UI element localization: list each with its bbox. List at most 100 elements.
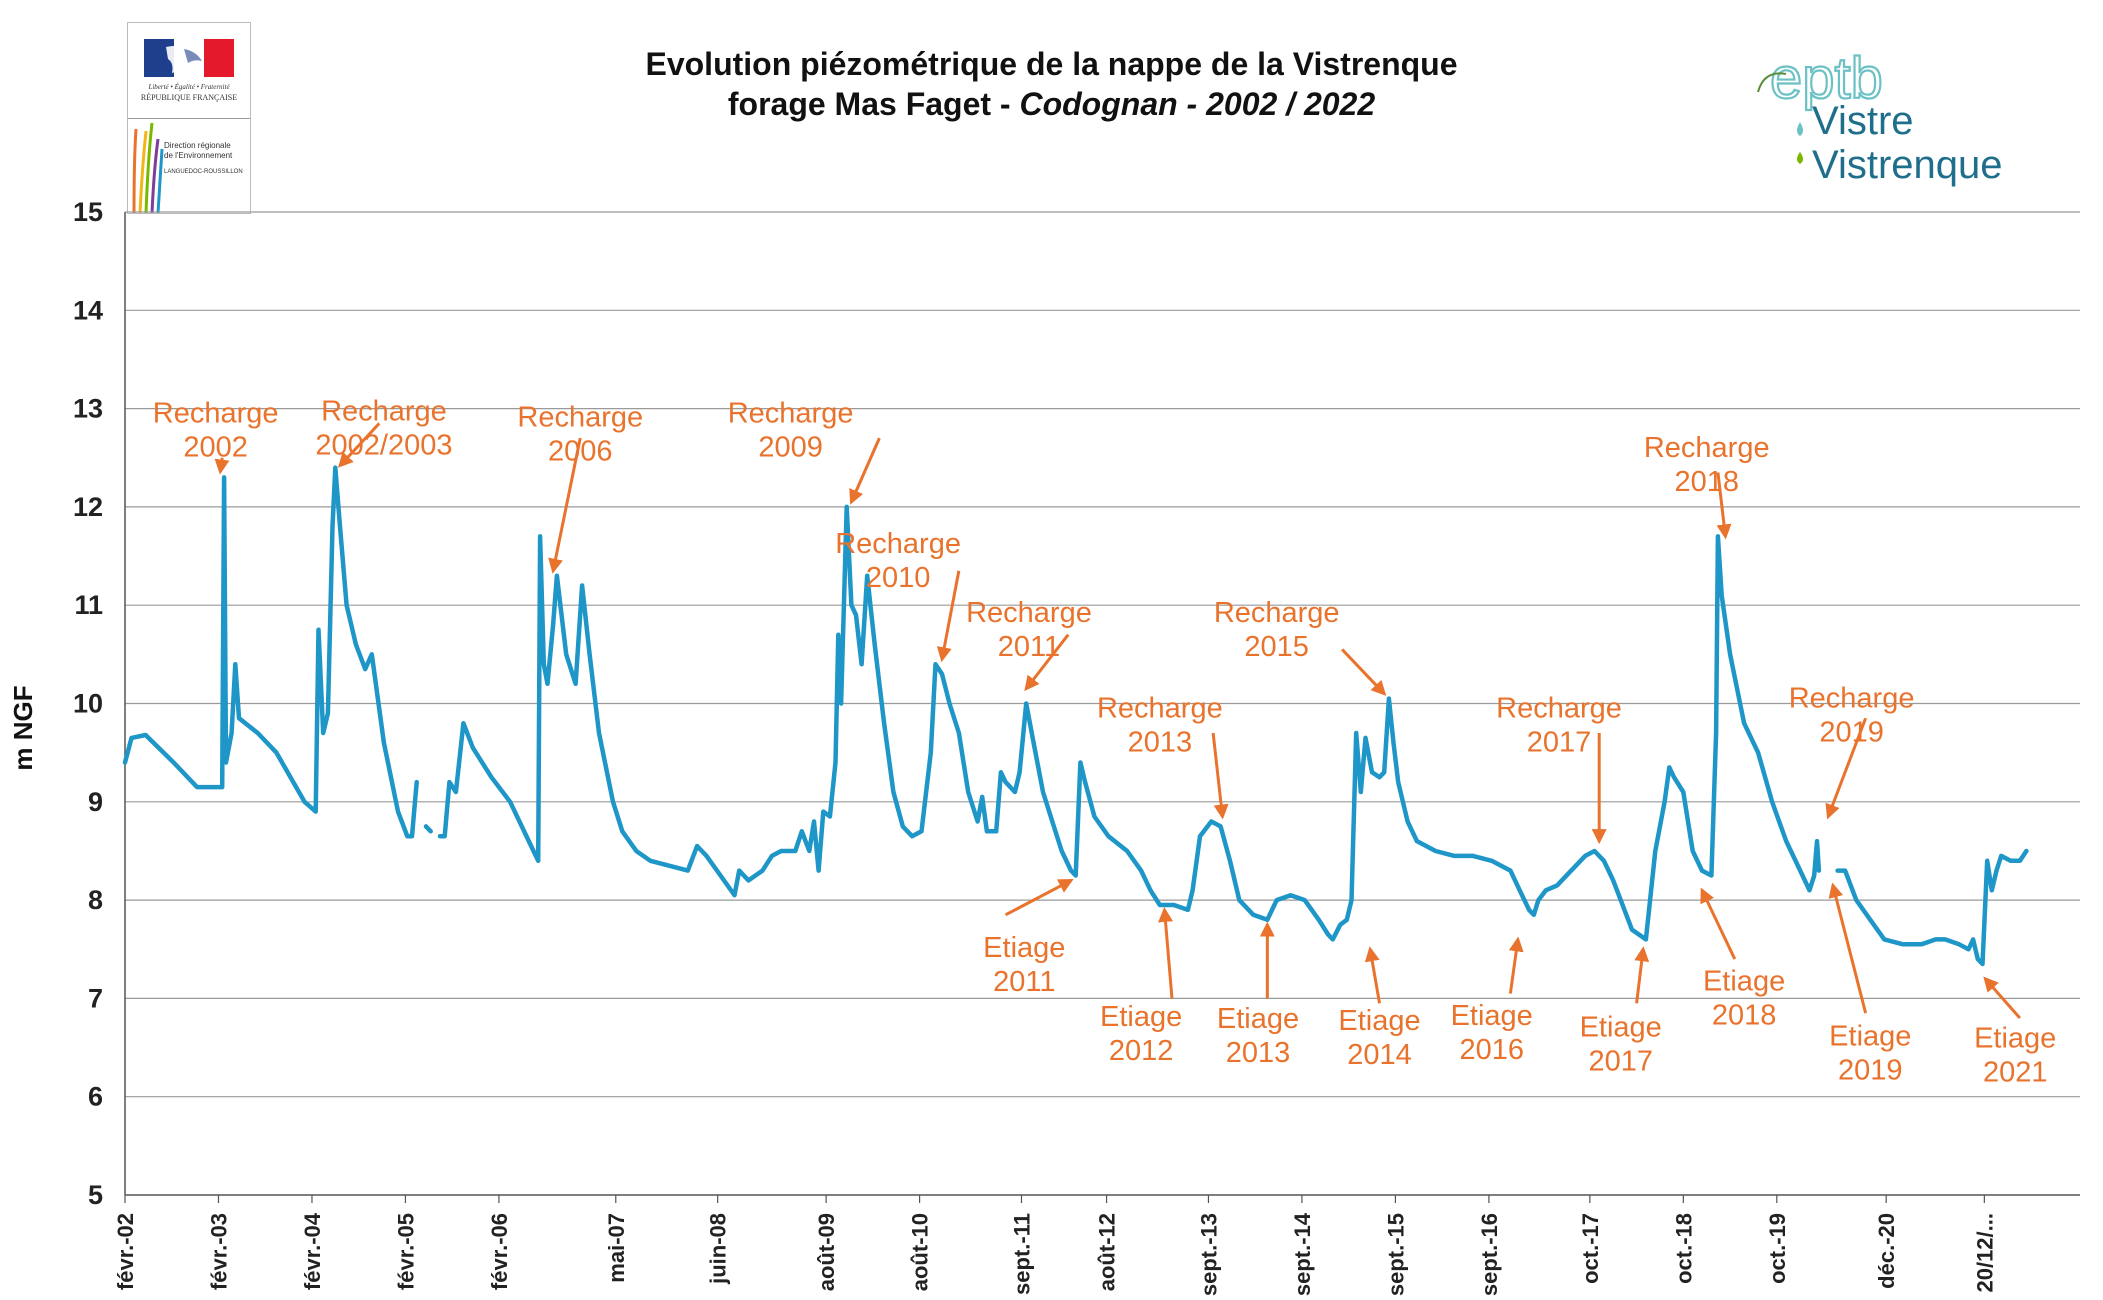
etiage-label-2011-line2: 2011 bbox=[993, 966, 1055, 998]
dreal-line3: LANGUEDOC-ROUSSILLON bbox=[164, 169, 243, 175]
x-tick-label-12: sept.-14 bbox=[1290, 1212, 1315, 1296]
y-tick-label-9: 9 bbox=[88, 787, 103, 817]
recharge-label-2009-line1: Recharge bbox=[728, 397, 854, 429]
x-tick-label-1: févr.-03 bbox=[206, 1213, 231, 1290]
etiage-label-2014-line2: 2014 bbox=[1347, 1039, 1412, 1071]
etiage-arrow-2019 bbox=[1828, 882, 1868, 1014]
recharge-label-2011-line1: Recharge bbox=[966, 597, 1092, 629]
y-tick-label-11: 11 bbox=[74, 590, 103, 620]
y-tick-label-8: 8 bbox=[88, 885, 103, 915]
horizontal-gridlines bbox=[125, 211, 2080, 1098]
recharge-label-2002/2003-line2: 2002/2003 bbox=[315, 429, 452, 461]
recharge-label-2019-line1: Recharge bbox=[1789, 682, 1915, 714]
x-tick-label-10: août-12 bbox=[1095, 1213, 1120, 1291]
x-tick-label-6: juin-08 bbox=[706, 1213, 731, 1285]
chart-title-line2: forage Mas Faget - Codognan - 2002 / 202… bbox=[0, 86, 2103, 123]
y-axis-tick-labels: 5 6 7 8 9 10 11 12 13 14 15 bbox=[73, 197, 103, 1210]
y-tick-label-10: 10 bbox=[73, 689, 103, 719]
y-axis-label: m NGF bbox=[8, 685, 38, 770]
recharge-arrow-2015 bbox=[1341, 648, 1387, 696]
chart-title-location: forage Mas Faget - bbox=[727, 86, 1020, 122]
y-tick-label-15: 15 bbox=[73, 197, 103, 227]
recharge-arrow-2006 bbox=[548, 437, 582, 574]
etiage-arrow-2011 bbox=[1004, 879, 1074, 917]
recharge-arrow-2013 bbox=[1211, 732, 1229, 820]
recharge-label-2018-line1: Recharge bbox=[1644, 432, 1770, 464]
recharge-arrow-2002 bbox=[214, 457, 230, 475]
series-line-segment-0 bbox=[122, 465, 419, 839]
recharge-label-2002-line2: 2002 bbox=[183, 431, 248, 463]
etiage-label-2017-line2: 2017 bbox=[1588, 1046, 1653, 1078]
chart-axes bbox=[124, 212, 2080, 1196]
etiage-arrow-2018 bbox=[1700, 887, 1737, 960]
etiage-arrow-2014 bbox=[1364, 946, 1381, 1004]
y-tick-label-13: 13 bbox=[73, 394, 103, 424]
chart-title-period: Codognan - 2002 / 2022 bbox=[1019, 86, 1376, 122]
etiage-label-2016-line1: Etiage bbox=[1451, 1000, 1533, 1032]
recharge-arrow-2018 bbox=[1716, 472, 1732, 540]
series-line-segment-2 bbox=[437, 504, 1822, 942]
etiage-label-2016-line2: 2016 bbox=[1459, 1034, 1524, 1066]
series-line-segment-1 bbox=[423, 824, 433, 834]
water-level-series bbox=[122, 465, 2029, 967]
recharge-label-2017-line1: Recharge bbox=[1496, 692, 1622, 724]
x-tick-label-7: août-09 bbox=[814, 1213, 839, 1291]
recharge-arrow-2019 bbox=[1825, 717, 1868, 820]
x-tick-label-11: sept.-13 bbox=[1196, 1213, 1221, 1296]
x-axis-tick-labels: févr.-02 févr.-03 févr.-04 févr.-05 févr.-06… bbox=[113, 1195, 1997, 1296]
etiage-arrow-2021 bbox=[1983, 976, 2021, 1020]
etiage-label-2019-line1: Etiage bbox=[1829, 1021, 1911, 1053]
eptb-vistre-vistrenque-logo: eptb Vistre Vistrenque bbox=[1757, 45, 2003, 187]
x-tick-label-18: déc.-20 bbox=[1874, 1213, 1899, 1289]
y-tick-label-5: 5 bbox=[88, 1180, 103, 1210]
recharge-label-2013-line1: Recharge bbox=[1097, 692, 1223, 724]
republique-name: RÉPUBLIQUE FRANÇAISE bbox=[140, 93, 238, 102]
marianne-flag-icon bbox=[144, 39, 234, 77]
etiage-label-2018-line2: 2018 bbox=[1712, 1000, 1777, 1032]
eptb-mark: eptb bbox=[1770, 46, 1883, 111]
recharge-arrow-2010 bbox=[936, 570, 961, 663]
recharge-label-2010-line1: Recharge bbox=[835, 528, 961, 560]
etiage-arrow-2017 bbox=[1634, 946, 1650, 1004]
x-tick-label-15: oct.-17 bbox=[1578, 1213, 1603, 1284]
recharge-label-2013-line2: 2013 bbox=[1128, 726, 1193, 758]
x-tick-label-0: févr.-02 bbox=[113, 1213, 138, 1290]
y-tick-label-7: 7 bbox=[88, 983, 103, 1013]
y-tick-label-6: 6 bbox=[88, 1082, 103, 1112]
recharge-label-2015-line2: 2015 bbox=[1244, 631, 1309, 663]
etiage-label-2011-line1: Etiage bbox=[983, 932, 1065, 964]
chart-title-line1: Evolution piézométrique de la nappe de l… bbox=[645, 46, 1458, 82]
etiage-label-2012-line2: 2012 bbox=[1109, 1035, 1174, 1067]
etiage-label-2017-line1: Etiage bbox=[1580, 1012, 1662, 1044]
x-tick-label-9: sept.-11 bbox=[1009, 1213, 1034, 1295]
x-tick-label-19: 20/12/... bbox=[1972, 1213, 1997, 1293]
recharge-label-2018-line2: 2018 bbox=[1674, 466, 1739, 498]
recharge-label-2009-line2: 2009 bbox=[758, 431, 823, 463]
recharge-label-2006-line1: Recharge bbox=[517, 401, 643, 433]
etiage-label-2019-line2: 2019 bbox=[1838, 1055, 1903, 1087]
republique-motto: Liberté • Égalité • Fraternité bbox=[148, 83, 230, 91]
x-tick-label-4: févr.-06 bbox=[487, 1213, 512, 1290]
recharge-arrow-2002/2003 bbox=[337, 422, 381, 468]
dreal-line2: de l'Environnement bbox=[164, 151, 233, 160]
y-tick-label-12: 12 bbox=[73, 492, 103, 522]
etiage-label-2018-line1: Etiage bbox=[1703, 966, 1785, 998]
recharge-label-2015-line1: Recharge bbox=[1214, 597, 1340, 629]
etiage-label-2014-line1: Etiage bbox=[1338, 1005, 1420, 1037]
recharge-label-2002-line1: Recharge bbox=[153, 397, 279, 429]
etiage-label-2012-line1: Etiage bbox=[1100, 1001, 1182, 1033]
eptb-line1: Vistre bbox=[1812, 99, 1914, 143]
x-tick-label-13: sept.-15 bbox=[1383, 1213, 1408, 1296]
recharge-label-2002/2003-line1: Recharge bbox=[321, 395, 447, 427]
etiage-arrow-2012 bbox=[1158, 906, 1174, 999]
etiage-label-2021-line1: Etiage bbox=[1974, 1023, 2056, 1055]
x-tick-label-8: août-10 bbox=[908, 1213, 933, 1291]
eptb-line2: Vistrenque bbox=[1812, 143, 2003, 187]
recharge-label-2010-line2: 2010 bbox=[866, 562, 931, 594]
x-tick-label-3: févr.-05 bbox=[393, 1213, 418, 1290]
etiage-label-2013-line1: Etiage bbox=[1217, 1003, 1299, 1035]
series-line-segment-3 bbox=[1835, 848, 2029, 967]
etiage-label-2013-line2: 2013 bbox=[1226, 1037, 1291, 1069]
etiage-arrow-2016 bbox=[1508, 936, 1524, 994]
